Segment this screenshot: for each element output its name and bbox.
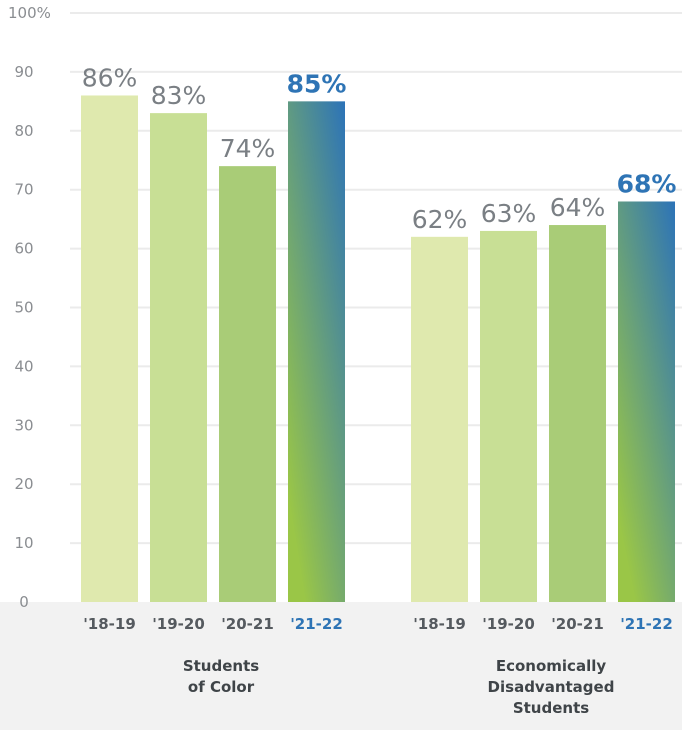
data-label: 64% (550, 193, 606, 222)
data-label: 63% (481, 199, 537, 228)
y-tick-label: 90 (14, 63, 33, 81)
bar (81, 95, 138, 603)
y-tick-label: 50 (14, 299, 33, 317)
data-label: 85% (287, 69, 347, 98)
bar (219, 166, 276, 602)
y-tick-label: 40 (14, 357, 33, 375)
x-tick-label: '19-20 (482, 615, 535, 633)
bar (288, 101, 345, 602)
x-axis-ticks: '18-19 '19-20 '20-21 '21-22 '18-19 '19-20 '20-… (83, 615, 673, 633)
y-tick-label: 100% (8, 4, 51, 22)
bar (411, 236, 468, 602)
y-tick-label: 30 (14, 416, 33, 434)
x-tick-label: '21-22 (290, 615, 343, 633)
bar (549, 225, 606, 603)
x-axis-band (0, 602, 682, 730)
x-tick-label: '20-21 (551, 615, 604, 633)
bar (150, 113, 207, 602)
data-label: 62% (412, 205, 468, 234)
data-labels: 86% 83% 74% 85% 62% 63% 64% 68% (82, 63, 677, 233)
x-tick-label: '20-21 (221, 615, 274, 633)
x-tick-label: '18-19 (413, 615, 466, 633)
y-tick-label: 60 (14, 240, 33, 258)
y-tick-label: 80 (14, 122, 33, 140)
bar (480, 230, 537, 602)
data-label: 74% (220, 134, 276, 163)
data-label: 68% (617, 169, 677, 198)
bars (81, 95, 675, 603)
x-tick-label: '21-22 (620, 615, 673, 633)
x-tick-label: '18-19 (83, 615, 136, 633)
y-tick-label: 0 (19, 593, 29, 611)
bar (618, 201, 675, 603)
group-labels: Students of Color Economically Disadvantage… (183, 657, 615, 717)
data-label: 86% (82, 63, 138, 92)
data-label: 83% (151, 81, 207, 110)
y-tick-label: 20 (14, 475, 33, 493)
group-label: Economically Disadvantaged Students (488, 657, 615, 717)
y-axis-ticks: 0 10 20 30 40 50 60 70 80 90 100% (8, 4, 51, 611)
y-tick-label: 70 (14, 181, 33, 199)
x-tick-label: '19-20 (152, 615, 205, 633)
group-label: Students of Color (183, 657, 259, 696)
y-tick-label: 10 (14, 534, 33, 552)
